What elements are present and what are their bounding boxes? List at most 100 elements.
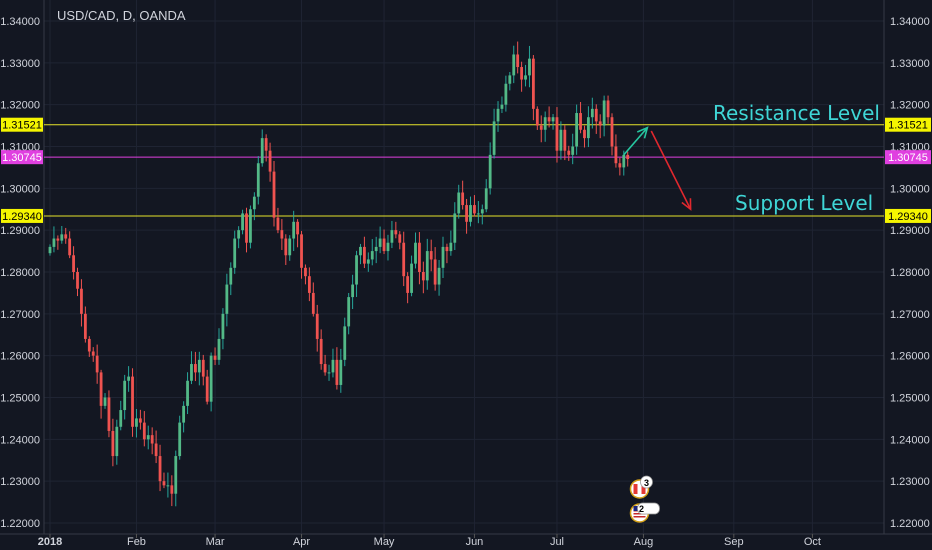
- candle: [284, 238, 288, 256]
- candle: [441, 246, 445, 268]
- candle: [68, 238, 72, 256]
- candle: [311, 292, 315, 314]
- y-tick-label-right: 1.32000: [890, 100, 930, 112]
- y-tick-label-left: 1.30000: [0, 183, 40, 195]
- up-arrow: [623, 127, 648, 156]
- x-tick-label: Apr: [293, 536, 310, 548]
- candle: [95, 355, 99, 373]
- x-tick-label: Mar: [206, 536, 225, 548]
- candle: [437, 267, 441, 285]
- current-price-line-badge-left-label: 1.30745: [2, 152, 42, 164]
- candle: [99, 372, 103, 406]
- up-arrow-head: [636, 126, 649, 139]
- y-tick-label-right: 1.26000: [890, 351, 930, 363]
- candle: [363, 246, 366, 264]
- y-tick-label-left: 1.28000: [0, 267, 40, 279]
- candle: [366, 259, 370, 264]
- candle: [307, 276, 311, 293]
- y-tick-label-left: 1.29000: [0, 225, 40, 237]
- candle: [347, 297, 351, 327]
- us-flag-icon-part: [633, 506, 640, 511]
- candle: [60, 234, 64, 241]
- candle: [469, 205, 472, 222]
- candle: [72, 255, 75, 272]
- candle: [359, 246, 362, 256]
- y-tick-label-right: 1.34000: [890, 16, 930, 28]
- candle: [374, 246, 378, 252]
- support-line-badge-left: [1, 208, 43, 223]
- x-tick-label: Jun: [466, 536, 484, 548]
- candle: [602, 100, 606, 126]
- resistance-line-badge: [885, 117, 931, 132]
- candle: [115, 426, 119, 457]
- candle: [378, 238, 382, 247]
- candle: [622, 154, 626, 168]
- candle: [205, 376, 209, 402]
- symbol-label: USD/CAD, D, OANDA: [57, 8, 186, 23]
- candle: [445, 246, 449, 252]
- candle: [197, 359, 201, 373]
- candle: [315, 313, 319, 339]
- current-price-line-badge-left: [1, 150, 43, 165]
- candle: [190, 364, 193, 381]
- candle: [111, 430, 115, 457]
- resistance-line-badge-label: 1.31521: [888, 120, 928, 132]
- candle: [618, 163, 622, 168]
- candle: [539, 125, 543, 130]
- candle: [327, 372, 331, 374]
- candle: [571, 146, 575, 155]
- y-tick-label-right: 1.33000: [890, 58, 930, 70]
- event-badge-us: 2: [639, 504, 644, 514]
- x-tick-label: Jul: [550, 536, 564, 548]
- candle: [351, 284, 355, 298]
- candle: [488, 154, 492, 189]
- candle: [594, 108, 598, 122]
- candle: [323, 364, 327, 373]
- candle: [174, 456, 178, 494]
- candle: [559, 129, 563, 151]
- resistance-line-badge-left: [1, 117, 43, 132]
- support-line-badge-label: 1.29340: [888, 211, 928, 223]
- candle: [166, 485, 170, 487]
- candle: [343, 326, 347, 360]
- resistance-line-badge-left-label: 1.31521: [2, 120, 42, 132]
- support-level-label: Support Level: [735, 191, 874, 216]
- support-line-badge: [885, 208, 931, 223]
- candle: [512, 54, 516, 76]
- candle: [394, 230, 398, 235]
- candle: [209, 355, 213, 402]
- candle: [300, 234, 303, 268]
- candle: [103, 397, 107, 406]
- y-tick-label-right: 1.23000: [890, 476, 930, 488]
- candle: [221, 313, 225, 339]
- candle: [610, 117, 614, 147]
- candle: [528, 58, 531, 76]
- candle: [473, 205, 476, 214]
- candle: [229, 267, 233, 285]
- event-count-pill: [637, 502, 660, 515]
- candle: [76, 272, 79, 289]
- candle: [567, 150, 571, 155]
- candle: [520, 67, 523, 80]
- candle: [146, 435, 150, 440]
- candle: [355, 255, 358, 285]
- candle: [508, 75, 512, 84]
- candle: [276, 217, 280, 231]
- y-tick-label-left: 1.34000: [0, 16, 40, 28]
- candle: [555, 117, 559, 151]
- candle: [543, 117, 547, 130]
- y-tick-label-right: 1.25000: [890, 393, 930, 405]
- candle: [87, 338, 91, 352]
- candle: [170, 485, 174, 494]
- candle: [433, 259, 437, 285]
- candle: [288, 238, 292, 256]
- candle: [414, 242, 417, 264]
- candle: [390, 230, 394, 243]
- y-tick-label-right: 1.22000: [890, 518, 930, 530]
- candle: [319, 338, 323, 365]
- candle: [91, 351, 95, 356]
- candle: [484, 188, 488, 210]
- candle: [135, 418, 138, 427]
